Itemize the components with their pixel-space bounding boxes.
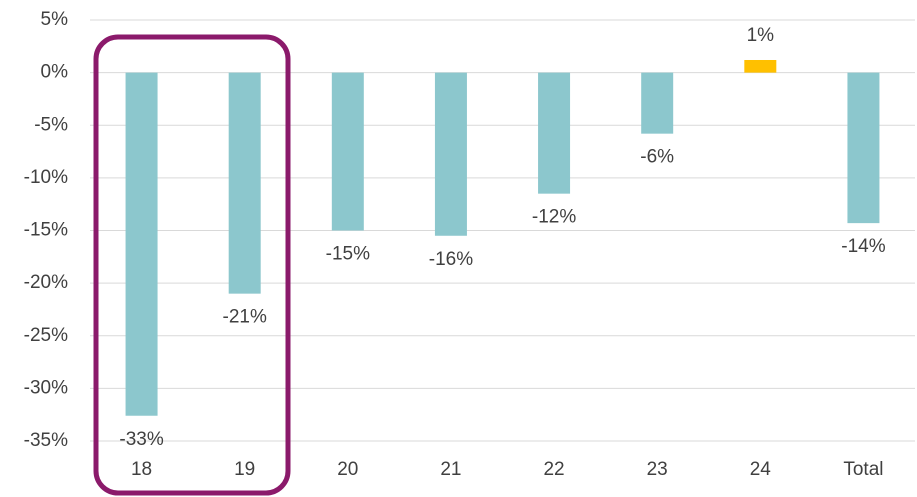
value-label: -12% [532, 207, 576, 228]
x-tick-label: 23 [647, 459, 668, 480]
value-label: -14% [841, 236, 885, 257]
bar [538, 72, 571, 194]
x-tick-label: 22 [543, 459, 564, 480]
highlight-box [93, 34, 291, 496]
x-tick-label: 20 [337, 459, 358, 480]
value-label: -21% [223, 307, 267, 328]
y-tick-label: -35% [24, 430, 68, 451]
bar [434, 72, 467, 236]
value-label: -33% [119, 429, 163, 450]
x-tick-label: 21 [440, 459, 461, 480]
bar [228, 72, 261, 294]
x-tick-label: 19 [234, 459, 255, 480]
x-tick-label: Total [843, 459, 883, 480]
bar [331, 72, 364, 231]
y-tick-label: 0% [41, 62, 69, 83]
y-tick-label: -20% [24, 272, 68, 293]
y-tick-label: -30% [24, 377, 68, 398]
bar [847, 72, 880, 224]
value-label: -6% [640, 147, 674, 168]
y-tick-label: -5% [34, 114, 68, 135]
y-tick-label: -25% [24, 325, 68, 346]
bar [641, 72, 674, 134]
bar [744, 59, 777, 73]
value-label: 1% [747, 25, 775, 46]
y-tick-label: 5% [41, 9, 69, 30]
y-tick-label: -15% [24, 220, 68, 241]
x-tick-label: 24 [750, 459, 772, 480]
value-label: -15% [326, 244, 370, 265]
value-label: -16% [429, 249, 473, 270]
bar [125, 72, 158, 416]
y-tick-label: -10% [24, 167, 68, 188]
x-tick-label: 18 [131, 459, 152, 480]
